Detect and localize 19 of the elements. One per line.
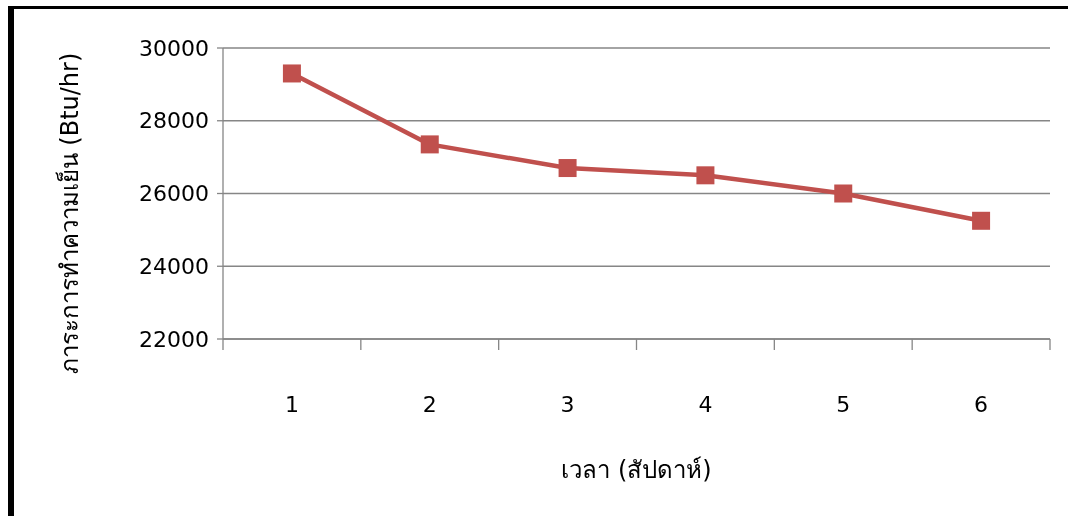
point	[558, 159, 577, 178]
y-axis-title: ภาระการทำความเย็น (Btu/hr)	[55, 52, 84, 375]
point	[420, 135, 439, 154]
y-tick-label: 30000	[139, 35, 209, 61]
point	[834, 184, 853, 203]
y-tick-label: 26000	[139, 181, 209, 207]
x-tick-label: 4	[698, 392, 713, 417]
point	[972, 211, 991, 230]
y-tick-label: 24000	[139, 253, 209, 279]
x-tick-label: 3	[560, 392, 575, 417]
x-axis-title: เวลา (สัปดาห์)	[561, 456, 712, 484]
y-tick-label: 28000	[139, 108, 209, 134]
x-tick-label: 5	[836, 392, 851, 417]
x-tick-label: 2	[422, 392, 437, 417]
point	[282, 64, 301, 83]
y-tick-label: 22000	[139, 326, 209, 352]
x-tick-label: 1	[284, 392, 299, 417]
x-tick-label: 6	[974, 392, 989, 417]
point	[696, 166, 715, 185]
